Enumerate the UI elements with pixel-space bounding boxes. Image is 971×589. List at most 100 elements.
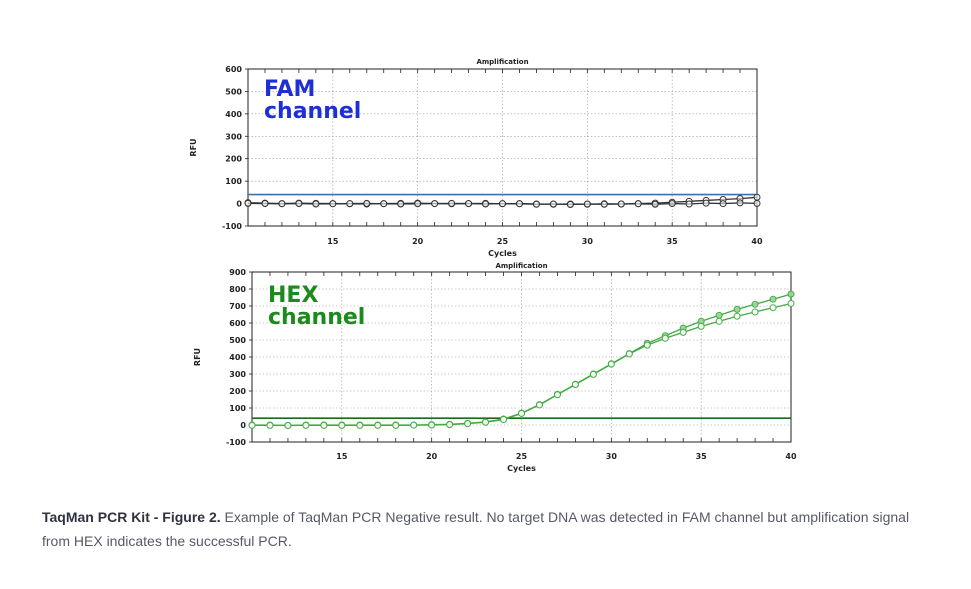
hex-series-2-point <box>625 350 633 358</box>
hex-y-tick-label: 600 <box>229 319 246 328</box>
fam-y-tick-label: 300 <box>225 132 242 141</box>
hex-y-tick-label: 900 <box>229 268 246 277</box>
fam-series-2-point <box>702 199 710 207</box>
hex-series-1-point <box>769 295 777 303</box>
fam-series-2-point <box>668 200 676 208</box>
fam-x-axis-label: Cycles <box>488 249 517 258</box>
hex-x-tick-label: 35 <box>696 452 708 461</box>
fam-series-2-point <box>651 200 659 208</box>
hex-series-2-point <box>751 308 759 316</box>
fam-series-2-point <box>465 200 473 208</box>
fam-y-tick-label: 200 <box>225 155 242 164</box>
fam-series-2-point <box>499 200 506 208</box>
fam-series-2-point <box>363 199 371 207</box>
fam-series-2-point <box>482 200 490 208</box>
fam-plot-frame <box>247 68 758 227</box>
fam-x-tick-label: 15 <box>327 237 339 246</box>
hex-x-tick-label: 25 <box>516 452 528 461</box>
fam-series-2-point <box>515 200 523 208</box>
fam-y-tick-label: 400 <box>225 110 242 119</box>
fam-series-2-point <box>753 199 761 207</box>
figure-caption: TaqMan PCR Kit - Figure 2. Example of Ta… <box>42 505 922 553</box>
fam-annotation-line: FAM <box>264 77 315 102</box>
fam-series-2-point <box>295 200 303 208</box>
fam-series-2-point <box>448 199 456 207</box>
hex-x-tick-label: 30 <box>606 452 618 461</box>
hex-series-2-point <box>446 421 454 429</box>
fam-x-tick-label: 35 <box>667 237 679 246</box>
fam-series-2-point <box>566 200 574 208</box>
hex-y-tick-label: -100 <box>226 438 246 447</box>
hex-chart-title: Amplification <box>495 262 547 270</box>
hex-series-2-point <box>356 421 364 429</box>
fam-series-2-point <box>346 200 354 208</box>
hex-series-2-point <box>697 322 705 330</box>
hex-series-2-point <box>553 391 561 399</box>
hex-series-2-point <box>374 421 382 429</box>
hex-series-2-point <box>266 421 274 429</box>
fam-y-tick-label: 600 <box>225 65 242 74</box>
fam-series-2-point <box>244 199 252 207</box>
fam-series-1-point <box>753 193 761 201</box>
hex-x-tick-label: 40 <box>785 452 797 461</box>
hex-series-2-point <box>679 328 687 336</box>
hex-y-tick-label: 100 <box>229 404 246 413</box>
hex-y-tick-label: 700 <box>229 302 246 311</box>
hex-series-2-point <box>464 420 472 428</box>
hex-y-tick-label: 300 <box>229 370 246 379</box>
fam-series-2-point <box>685 200 693 208</box>
fam-series-2-point <box>719 200 727 208</box>
fam-y-tick-label: 100 <box>225 177 242 186</box>
fam-series-2-point <box>532 200 540 208</box>
hex-amplification-chart: Amplification -100 0 100 200 300 400 500 600 700 8… <box>193 262 797 473</box>
hex-y-axis-label: RFU <box>193 348 202 366</box>
hex-series-2-point <box>482 418 490 426</box>
fam-series-2-point <box>549 200 557 208</box>
hex-series-1-point <box>733 305 741 313</box>
fam-y-tick-label: 0 <box>236 200 242 209</box>
hex-y-tick-label: 400 <box>229 353 246 362</box>
fam-y-tick-label: -100 <box>222 222 242 231</box>
hex-series-2-point <box>535 401 543 409</box>
hex-x-axis-label: Cycles <box>507 464 536 473</box>
hex-series-2-point <box>607 360 615 368</box>
hex-y-tick-label: 800 <box>229 285 246 294</box>
hex-series-2-point <box>410 421 418 429</box>
fam-series-2-point <box>431 200 439 208</box>
hex-series-2-point <box>518 409 525 417</box>
hex-series-2-point <box>589 370 597 378</box>
fam-amplification-chart: Amplification -100 0 100 200 300 400 500 600 15 20… <box>189 58 763 258</box>
hex-x-tick-label: 20 <box>426 452 438 461</box>
fam-series-2-point <box>329 200 337 208</box>
hex-y-tick-label: 200 <box>229 387 246 396</box>
hex-series-2-point <box>392 421 400 429</box>
fam-series-2-point <box>414 200 422 208</box>
fam-x-tick-label: 20 <box>412 237 424 246</box>
fam-series-2-point <box>278 200 286 208</box>
fam-series-2-point <box>600 200 608 208</box>
hex-y-tick-label: 0 <box>240 421 246 430</box>
hex-series-2-point <box>248 421 256 429</box>
hex-series-2-point <box>733 312 741 320</box>
hex-series-2-point <box>500 416 508 424</box>
hex-series-2-point <box>787 299 795 307</box>
fam-chart-title: Amplification <box>476 58 528 66</box>
fam-series-2-point <box>312 200 320 208</box>
hex-y-tick-label: 500 <box>229 336 246 345</box>
fam-series-2-point <box>261 200 269 208</box>
fam-y-axis-label: RFU <box>189 138 198 156</box>
hex-series-1-point <box>715 311 723 319</box>
fam-y-tick-label: 500 <box>225 87 242 96</box>
hex-series-2-point <box>302 421 310 429</box>
hex-series-2-point <box>715 317 723 325</box>
fam-series-2-point <box>736 199 744 207</box>
hex-annotation-line: HEX <box>268 283 318 308</box>
hex-series-1-point <box>751 300 759 308</box>
hex-x-tick-label: 15 <box>336 452 348 461</box>
hex-series-2-point <box>661 334 669 342</box>
fam-annotation-line: channel <box>264 99 361 124</box>
hex-series-2-point <box>428 421 436 429</box>
hex-series-2-point <box>320 421 328 429</box>
hex-series-2-point <box>769 304 777 312</box>
